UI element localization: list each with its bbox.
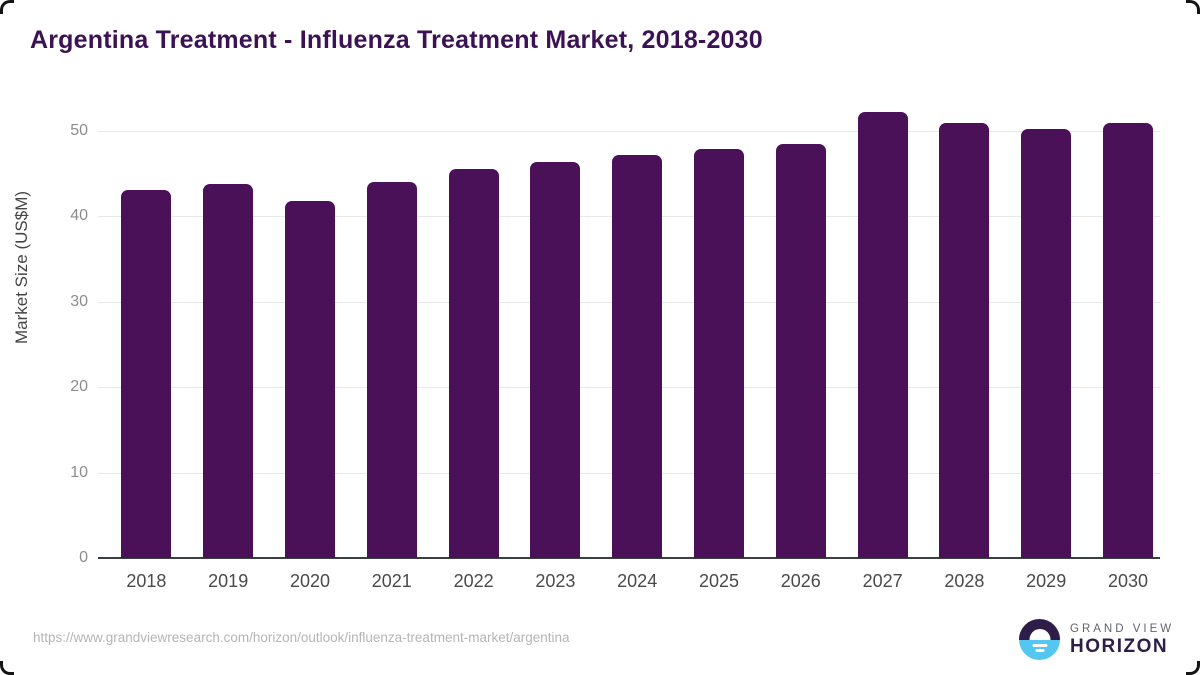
x-tick-label-2025: 2025 xyxy=(698,571,740,591)
brand-name-bottom: HORIZON xyxy=(1070,636,1169,657)
bar-2022[interactable] xyxy=(448,168,499,558)
bar-2028[interactable] xyxy=(939,122,990,558)
top-right-corner-mark xyxy=(1186,0,1200,14)
x-tick-label-2030: 2030 xyxy=(1107,571,1149,591)
x-tick-label-2018: 2018 xyxy=(126,571,167,591)
bottom-right-corner-mark xyxy=(1186,661,1200,675)
bar-2024[interactable] xyxy=(612,155,663,558)
bar-2025[interactable] xyxy=(694,149,744,558)
bar-2029[interactable] xyxy=(1021,128,1072,558)
bar-2026[interactable] xyxy=(775,144,826,558)
x-tick-label-2023: 2023 xyxy=(535,571,576,591)
x-tick-label-2027: 2027 xyxy=(862,571,903,591)
brand-logo: GRAND VIEW HORIZON xyxy=(1019,619,1174,660)
bar-2021[interactable] xyxy=(366,181,417,558)
x-tick-label-2019: 2019 xyxy=(208,571,249,591)
x-tick-label-2024: 2024 xyxy=(617,571,658,591)
bar-2030[interactable] xyxy=(1103,122,1153,558)
bar-2020[interactable] xyxy=(285,200,335,558)
bar-2018[interactable] xyxy=(121,190,172,558)
y-tick-label-20: 20 xyxy=(70,378,88,395)
y-tick-label-10: 10 xyxy=(70,463,88,481)
bottom-left-corner-mark xyxy=(0,661,14,675)
x-tick-label-2028: 2028 xyxy=(944,571,985,591)
x-axis-line xyxy=(98,557,1160,559)
y-tick-label-0: 0 xyxy=(79,549,88,566)
brand-name-top: GRAND VIEW xyxy=(1070,623,1175,635)
x-tick-label-2026: 2026 xyxy=(780,571,821,591)
y-tick-label-40: 40 xyxy=(70,207,88,224)
top-left-corner-mark xyxy=(0,0,14,14)
page-title: Argentina Treatment - Influenza Treatmen… xyxy=(30,26,763,54)
bar-2027[interactable] xyxy=(857,111,908,558)
bar-2019[interactable] xyxy=(203,184,254,558)
x-tick-label-2021: 2021 xyxy=(371,571,412,591)
y-tick-label-50: 50 xyxy=(70,121,88,139)
y-gridline-50 xyxy=(98,130,1160,132)
y-tick-label-30: 30 xyxy=(70,292,88,310)
y-axis-title: Market Size (US$M) xyxy=(12,190,31,344)
bar-2023[interactable] xyxy=(530,162,581,558)
sunrise-horizon-icon xyxy=(1019,619,1060,660)
source-url: https://www.grandviewresearch.com/horizo… xyxy=(33,630,570,645)
x-tick-label-2020: 2020 xyxy=(289,571,331,591)
x-tick-label-2022: 2022 xyxy=(453,571,494,591)
x-tick-label-2029: 2029 xyxy=(1026,571,1067,591)
